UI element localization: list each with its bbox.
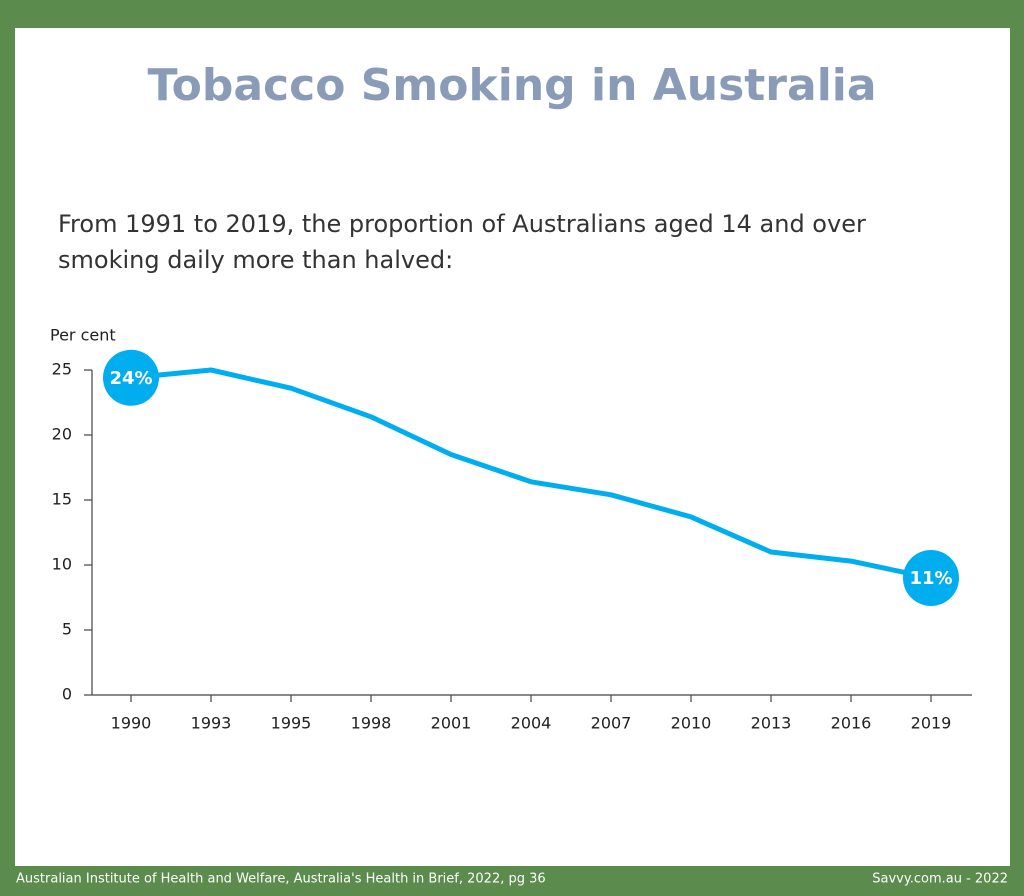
y-tick-label: 10 [52,555,72,574]
x-tick-label: 2004 [511,714,552,733]
x-tick-label: 1998 [351,714,392,733]
subtitle: smoking daily more than halved: [58,246,453,274]
x-tick-label: 1995 [271,714,312,733]
chart-title: Tobacco Smoking in Australia [147,60,876,111]
y-tick-label: 20 [52,425,72,444]
subtitle: From 1991 to 2019, the proportion of Aus… [58,210,866,238]
annotation: 11% [909,568,952,589]
x-tick-label: 2001 [431,714,472,733]
y-tick-label: 0 [62,685,72,704]
annotation-bubble [103,349,159,406]
y-axis-label: Per cent [50,326,116,345]
x-tick-label: 2013 [751,714,792,733]
annotation-bubble [903,550,959,606]
x-tick-label: 2019 [911,714,952,733]
y-tick-label: 25 [52,360,72,379]
x-tick-label: 2016 [831,714,872,733]
y-tick-label: 5 [62,620,72,639]
annotation: 24% [109,368,152,389]
panel [15,28,1010,866]
x-tick-label: 2010 [671,714,712,733]
y-tick-label: 15 [52,490,72,509]
source: Australian Institute of Health and Welfa… [16,872,546,887]
x-tick-label: 1993 [191,714,232,733]
data-line [128,367,934,581]
x-tick-label: 2007 [591,714,632,733]
credit: Savvy.com.au - 2022 [872,872,1008,887]
x-tick-label: 1990 [111,714,152,733]
